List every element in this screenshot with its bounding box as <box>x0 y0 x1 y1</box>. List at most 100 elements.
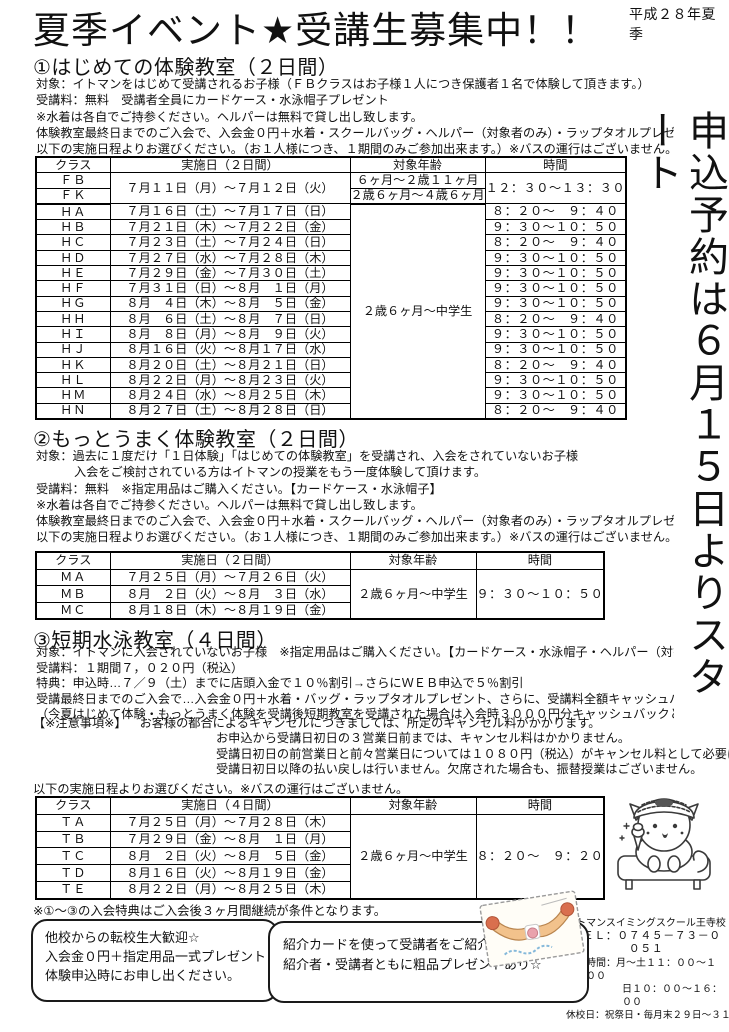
body-line: （今夏はじめて体験・もっとうまく体験を受講後短期教室を受講された場合は入会時３０… <box>36 707 674 722</box>
class-cell: ＴＤ <box>35 864 111 882</box>
box-line: 入会金０円＋指定用品一式プレゼント <box>45 948 267 964</box>
reception-hours-sunday: 日１０：００～１６：００ <box>622 984 722 1009</box>
notice-line: 【※注意事項※】 お客様の都合によるキャンセルにつきましては、所定のキャンセル料が… <box>33 716 683 731</box>
body-line: 以下の実施日程よりお選びください。（お１人様につき、１期間のみご参加出来ます。）… <box>36 530 674 545</box>
col-header-date: 実施日（４日間） <box>109 796 351 815</box>
notice-label: 【※注意事項※】 <box>33 716 127 730</box>
time-cell: ８：２０～ ９：４０ <box>484 310 627 328</box>
body-line: 体験教室最終日までのご入会で、入会金０円＋水着・スクールバッグ・ヘルパー（対象者… <box>36 125 674 140</box>
class-cell: ＨＫ <box>35 356 111 374</box>
col-header-date: 実施日（２日間） <box>109 551 351 570</box>
date-cell: ８月 ６日（土）～８月 ７日（日） <box>109 310 351 328</box>
table-row: ＨＥ ７月２９日（金）～７月３０日（土） ９：３０～１０：５０ <box>35 265 627 282</box>
time-cell: ９：３０～１０：５０ <box>484 295 627 312</box>
time-cell: ９：３０～１０：５０ <box>484 372 627 389</box>
age-cell: ２歳６ヶ月～中学生 <box>349 813 477 900</box>
date-cell: ８月２４日（水）～８月２５日（木） <box>109 387 351 404</box>
time-cell: ８：２０～ ９：４０ <box>484 402 627 420</box>
time-cell: ９：３０～１０：５０ <box>475 568 605 620</box>
class-cell: ＨＦ <box>35 280 111 297</box>
body-line: 体験教室最終日までのご入会で、入会金０円＋水着・スクールバッグ・ヘルパー（対象者… <box>36 514 674 529</box>
table-row: ＨＣ ７月２３日（土）～７月２４日（日） ８：２０～ ９：４０ <box>35 234 627 251</box>
time-cell: １２：３０～１３：３０ <box>484 172 627 205</box>
notice-line: 受講日初日以降の払い戻しは行いません。欠席された場合も、振替授業はございません。 <box>216 762 703 777</box>
col-header-class: クラス <box>35 551 111 570</box>
class-cell: ＨＥ <box>35 265 111 282</box>
table-row: ＨＧ ８月 ４日（木）～８月 ５日（金） ９：３０～１０：５０ <box>35 295 627 312</box>
class-cell: ＨＧ <box>35 295 111 312</box>
phone-number: ＴＥＬ：０７４５－７３－００５１ <box>571 930 721 956</box>
class-cell: ＴＢ <box>35 830 111 849</box>
date-cell: ８月１６日（火）～８月１９日（金） <box>109 864 351 882</box>
col-header-time: 時間 <box>475 796 605 815</box>
age-cell: ２歳６ヶ月～中学生 <box>349 203 486 420</box>
table-row: ＨＤ ７月２７日（水）～７月２８日（木） ９：３０～１０：５０ <box>35 249 627 267</box>
schedule-table-beginner: クラス 実施日（２日間） 対象年齢 時間 ＦＢ ７月１１日（月）～７月１２日（火… <box>35 156 628 421</box>
table-row: ＨＮ ８月２７日（土）～８月２８日（日） ８：２０～ ９：４０ <box>35 402 627 420</box>
table-row: ＴＣ ８月 ２日（火）～８月 ５日（金） <box>35 847 604 866</box>
col-header-date: 実施日（２日間） <box>109 156 351 174</box>
table-row: ＨＦ ７月３１日（日）～８月 １日（月） ９：３０～１０：５０ <box>35 280 627 297</box>
body-line: 特典：申込時…７／９（土）までに店頭入金で１０％割引→さらにＷＥＢ申込で５％割引 <box>36 676 524 691</box>
contact-info: イトマンスイミングスクール王寺校 ＴＥＬ：０７４５－７３－００５１ 受付時間：月… <box>566 917 729 1023</box>
date-cell: ８月 ２日（火）～８月 ５日（金） <box>109 847 351 866</box>
class-cell: ＨＤ <box>35 249 111 267</box>
col-header-class: クラス <box>35 796 111 815</box>
body-line: 対象：イトマンに入会されていないお子様 ※指定用品はご購入ください。【カードケー… <box>36 645 674 659</box>
reception-hours-weekday: 受付時間：月～土１１：００～１９：００ <box>566 957 716 982</box>
signup-start-banner: 申込予約は６月１５日よりスタート <box>637 110 727 698</box>
class-cell: ＨＭ <box>35 387 111 404</box>
class-cell: ＦＢ <box>35 172 111 189</box>
date-cell: ８月 ２日（火）～８月 ３日（水） <box>109 585 351 603</box>
page-title: 夏季イベント★受講生募集中！！ <box>33 10 600 51</box>
section2-description: 対象：過去に１度だけ「１日体験」「はじめての体験教室」を受講され、入会をされてい… <box>36 448 674 546</box>
schedule-table-repeat: クラス 実施日（２日間） 対象年齢 時間 ＭＡ ７月２５日（月）～７月２６日（火… <box>35 551 606 621</box>
notice-line: お申込から受講日初日の３営業日前までは、キャンセル料はかかりません。 <box>216 731 631 746</box>
date-cell: ８月２０日（土）～８月２１日（日） <box>109 356 351 374</box>
table-row: ＨＨ ８月 ６日（土）～８月 ７日（日） ８：２０～ ９：４０ <box>35 310 627 328</box>
body-line: 入会をご検討されている方はイトマンの授業をもう一度体験して頂けます。 <box>74 465 487 480</box>
table-row: ＨＬ ８月２２日（月）～８月２３日（火） ９：３０～１０：５０ <box>35 372 627 389</box>
cancellation-notice: 【※注意事項※】 お客様の都合によるキャンセルにつきましては、所定のキャンセル料が… <box>33 716 729 778</box>
section3-description: 対象：イトマンに入会されていないお子様 ※指定用品はご購入ください。【カードケー… <box>36 645 674 723</box>
section3-heading: ③短期水泳教室（４日間） <box>33 630 277 652</box>
table-row: ＨＫ ８月２０日（土）～８月２１日（日） ８：２０～ ９：４０ <box>35 356 627 374</box>
col-header-age: 対象年齢 <box>349 796 477 815</box>
class-cell: ＨＡ <box>35 203 111 221</box>
date-cell: ７月２５日（月）～７月２８日（木） <box>109 813 351 832</box>
age-cell: ２歳６ヶ月～中学生 <box>349 568 477 620</box>
body-line: 受講最終日までのご入会で…入会金０円＋水着・バッグ・ラップタオルプレゼント、さら… <box>36 691 674 706</box>
class-cell: ＭＡ <box>35 568 111 587</box>
time-cell: ９：３０～１０：５０ <box>484 219 627 236</box>
table-row: ＦＢ ７月１１日（月）～７月１２日（火） ６ヶ月～２歳１１ヶ月 １２：３０～１３… <box>35 172 627 205</box>
date-cell: ８月 ４日（木）～８月 ５日（金） <box>109 295 351 312</box>
date-cell: ７月２９日（金）～８月 １日（月） <box>109 830 351 849</box>
col-header-class: クラス <box>35 156 111 174</box>
schedule-table-shortterm: クラス 実施日（４日間） 対象年齢 時間 ＴＡ ７月２５日（月）～７月２８日（木… <box>35 796 606 900</box>
box-line: 紹介者・受講者ともに粗品プレゼントあり☆ <box>283 956 542 972</box>
table-row: ＭＢ ８月 ２日（火）～８月 ３日（水） <box>35 585 604 603</box>
date-cell: ７月２７日（水）～７月２８日（木） <box>109 249 351 267</box>
body-line: 受講料：無料 ※指定用品はご購入ください。【カードケース・水泳帽子】 <box>36 481 442 496</box>
body-line: 対象：イトマンをはじめて受講されるお子様（ＦＢクラスはお子様１人につき保護者１名… <box>36 77 650 91</box>
class-cell: ＨＣ <box>35 234 111 251</box>
season-label: 平成２８年夏季 <box>629 6 716 42</box>
body-line: ※水着は各自でご持参ください。ヘルパーは無料で貸し出し致します。 <box>36 497 423 512</box>
table-row: ＴＥ ８月２２日（月）～８月２５日（木） <box>35 880 604 900</box>
body-line: 対象：過去に１度だけ「１日体験」「はじめての体験教室」を受講され、入会をされてい… <box>36 449 579 463</box>
date-cell: ７月２３日（土）～７月２４日（日） <box>109 234 351 251</box>
table-row: ＨＡ ７月１６日（土）～７月１７日（日） ２歳６ヶ月～中学生 ８：２０～ ９：４… <box>35 203 627 420</box>
class-cell: ＨＨ <box>35 310 111 328</box>
referral-box: 紹介カードを使って受講者をご紹介ください。 紹介者・受講者ともに粗品プレゼントあ… <box>268 921 589 1003</box>
table-row: ＴＡ ７月２５日（月）～７月２８日（木） ２歳６ヶ月～中学生 ８：２０～ ９：２… <box>35 813 605 900</box>
date-cell: ８月１８日（木）～８月１９日（金） <box>109 601 351 620</box>
referral-card-icon <box>479 890 585 968</box>
box-line: 体験申込時にお申し出ください。 <box>45 967 241 983</box>
class-cell: ＴＣ <box>35 847 111 866</box>
class-cell: ＦＫ <box>35 187 111 205</box>
table-header-row: クラス 実施日（４日間） 対象年齢 時間 <box>35 796 605 815</box>
table-row: ＨＩ ８月 ８日（月）～８月 ９日（火） ９：３０～１０：５０ <box>35 326 627 343</box>
body-line: 受講料：無料 受講者全員にカードケース・水泳帽子プレゼント <box>36 93 389 108</box>
date-cell: ７月２９日（金）～７月３０日（土） <box>109 265 351 282</box>
